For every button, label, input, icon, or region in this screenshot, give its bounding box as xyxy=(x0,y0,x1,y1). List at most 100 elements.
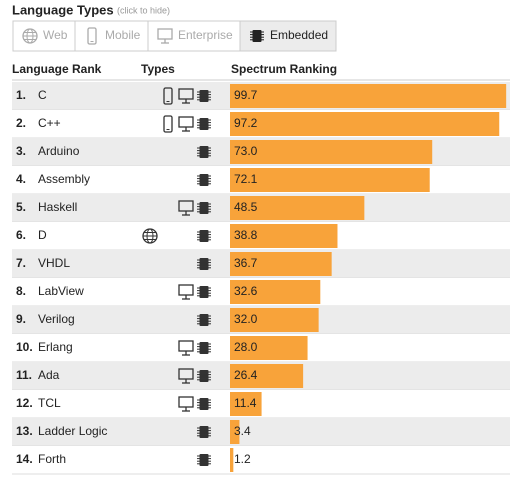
rank: 12. xyxy=(16,396,33,410)
bar xyxy=(230,224,338,248)
language-name: TCL xyxy=(38,396,61,410)
type-icon xyxy=(197,370,211,382)
type-icon xyxy=(22,28,38,44)
type-icon xyxy=(197,398,211,410)
language-name: C xyxy=(38,88,47,102)
bar xyxy=(230,252,332,276)
type-icon xyxy=(197,286,211,298)
language-name: Ada xyxy=(38,368,60,382)
icon-part xyxy=(199,398,209,410)
language-name: Forth xyxy=(38,452,66,466)
language-name: Assembly xyxy=(38,172,90,186)
button-label[interactable]: Mobile xyxy=(105,28,141,42)
value-label: 1.2 xyxy=(234,452,251,466)
button-label[interactable]: Web xyxy=(43,28,68,42)
header: Types xyxy=(141,62,175,76)
icon-part xyxy=(199,174,209,186)
bar xyxy=(230,84,507,108)
icon-part xyxy=(199,342,209,354)
bar xyxy=(230,140,433,164)
type-icon xyxy=(197,118,211,130)
type-icon xyxy=(197,202,211,214)
rank: 3. xyxy=(16,144,26,158)
bar xyxy=(230,364,304,388)
icon-part xyxy=(163,115,173,133)
type-icon xyxy=(197,258,211,270)
type-icon xyxy=(163,115,173,133)
filter-hint[interactable]: (click to hide) xyxy=(117,5,170,15)
header: Language Rank xyxy=(12,62,102,76)
icon-part xyxy=(199,90,209,102)
bar xyxy=(230,392,262,416)
rank: 13. xyxy=(16,424,33,438)
value-label: 32.6 xyxy=(234,284,258,298)
bar xyxy=(230,420,240,444)
value-label: 26.4 xyxy=(234,368,258,382)
type-icon xyxy=(163,87,173,105)
rank: 2. xyxy=(16,116,26,130)
rank: 14. xyxy=(16,452,33,466)
type-icon xyxy=(250,30,264,42)
row-bg xyxy=(12,418,510,446)
language-name: VHDL xyxy=(38,256,70,270)
language-name: Haskell xyxy=(38,200,77,214)
type-icon xyxy=(178,116,194,132)
icon-part xyxy=(199,370,209,382)
icon-part xyxy=(87,27,97,45)
rank: 11. xyxy=(16,368,32,382)
rank: 1. xyxy=(16,88,26,102)
type-buttons: Web Mobile Enterprise Embedded xyxy=(12,20,337,52)
bar xyxy=(230,448,234,472)
bar xyxy=(230,112,500,136)
type-icon xyxy=(178,340,194,356)
icon-part xyxy=(199,202,209,214)
button-label[interactable]: Embedded xyxy=(270,28,328,42)
icon-part xyxy=(199,230,209,242)
bar xyxy=(230,308,319,332)
type-icon xyxy=(197,314,211,326)
bar xyxy=(230,280,321,304)
type-icon xyxy=(178,284,194,300)
bar xyxy=(230,168,430,192)
type-icon xyxy=(178,368,194,384)
value-label: 38.8 xyxy=(234,228,258,242)
type-icon xyxy=(87,27,97,45)
rank: 9. xyxy=(16,312,26,326)
language-name: C++ xyxy=(38,116,61,130)
bar xyxy=(230,196,365,220)
type-icon xyxy=(178,396,194,412)
type-icon xyxy=(178,200,194,216)
rank: 8. xyxy=(16,284,26,298)
icon-part xyxy=(199,314,209,326)
icon-part xyxy=(199,286,209,298)
rank: 7. xyxy=(16,256,26,270)
type-icon xyxy=(157,28,173,44)
icon-part xyxy=(199,118,209,130)
value-label: 3.4 xyxy=(234,424,251,438)
icon-part xyxy=(199,454,209,466)
header: Spectrum Ranking xyxy=(231,62,337,76)
type-icon xyxy=(197,454,211,466)
value-label: 48.5 xyxy=(234,200,258,214)
rank: 6. xyxy=(16,228,26,242)
language-name: D xyxy=(38,228,47,242)
language-name: Ladder Logic xyxy=(38,424,107,438)
icon-part xyxy=(199,258,209,270)
type-icon xyxy=(197,90,211,102)
button-label[interactable]: Enterprise xyxy=(178,28,233,42)
rank: 5. xyxy=(16,200,26,214)
language-name: Erlang xyxy=(38,340,73,354)
value-label: 99.7 xyxy=(234,88,258,102)
type-button[interactable] xyxy=(74,20,149,52)
rank: 10. xyxy=(16,340,33,354)
value-label: 73.0 xyxy=(234,144,258,158)
type-icon xyxy=(197,342,211,354)
type-icon xyxy=(197,426,211,438)
row-bg xyxy=(12,446,510,474)
type-button[interactable] xyxy=(147,20,241,52)
filter-title: Language Types xyxy=(12,2,114,17)
icon-part xyxy=(199,426,209,438)
value-label: 32.0 xyxy=(234,312,258,326)
value-label: 97.2 xyxy=(234,116,258,130)
